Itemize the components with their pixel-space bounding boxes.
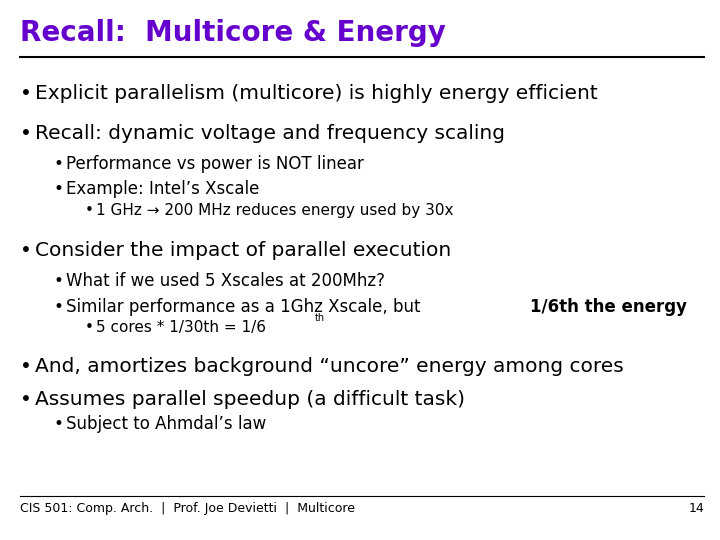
Text: •: • <box>20 84 32 103</box>
Text: •: • <box>20 357 32 376</box>
Text: •: • <box>20 241 32 260</box>
Text: Subject to Ahmdal’s law: Subject to Ahmdal’s law <box>66 415 266 433</box>
Text: Recall: dynamic voltage and frequency scaling: Recall: dynamic voltage and frequency sc… <box>35 124 505 143</box>
Text: 1/6th the energy: 1/6th the energy <box>531 298 688 315</box>
Text: •: • <box>54 155 64 173</box>
Text: •: • <box>54 180 64 198</box>
Text: •: • <box>20 390 32 409</box>
Text: •: • <box>85 320 94 335</box>
Text: Explicit parallelism (multicore) is highly energy efficient: Explicit parallelism (multicore) is high… <box>35 84 598 103</box>
Text: CIS 501: Comp. Arch.  |  Prof. Joe Devietti  |  Multicore: CIS 501: Comp. Arch. | Prof. Joe Deviett… <box>20 502 355 515</box>
Text: •: • <box>54 298 64 315</box>
Text: •: • <box>85 203 94 218</box>
Text: Recall:  Multicore & Energy: Recall: Multicore & Energy <box>20 19 446 47</box>
Text: •: • <box>20 124 32 143</box>
Text: •: • <box>54 272 64 290</box>
Text: Assumes parallel speedup (a difficult task): Assumes parallel speedup (a difficult ta… <box>35 390 464 409</box>
Text: 14: 14 <box>688 502 704 515</box>
Text: Performance vs power is NOT linear: Performance vs power is NOT linear <box>66 155 364 173</box>
Text: th: th <box>315 313 325 323</box>
Text: And, amortizes background “uncore” energy among cores: And, amortizes background “uncore” energ… <box>35 357 624 376</box>
Text: Example: Intel’s Xscale: Example: Intel’s Xscale <box>66 180 260 198</box>
Text: 5 cores * 1/30th = 1/6: 5 cores * 1/30th = 1/6 <box>96 320 266 335</box>
Text: Consider the impact of parallel execution: Consider the impact of parallel executio… <box>35 241 451 260</box>
Text: What if we used 5 Xscales at 200Mhz?: What if we used 5 Xscales at 200Mhz? <box>66 272 385 290</box>
Text: Similar performance as a 1Ghz Xscale, but: Similar performance as a 1Ghz Xscale, bu… <box>66 298 426 315</box>
Text: •: • <box>54 415 64 433</box>
Text: 1 GHz → 200 MHz reduces energy used by 30x: 1 GHz → 200 MHz reduces energy used by 3… <box>96 203 454 218</box>
